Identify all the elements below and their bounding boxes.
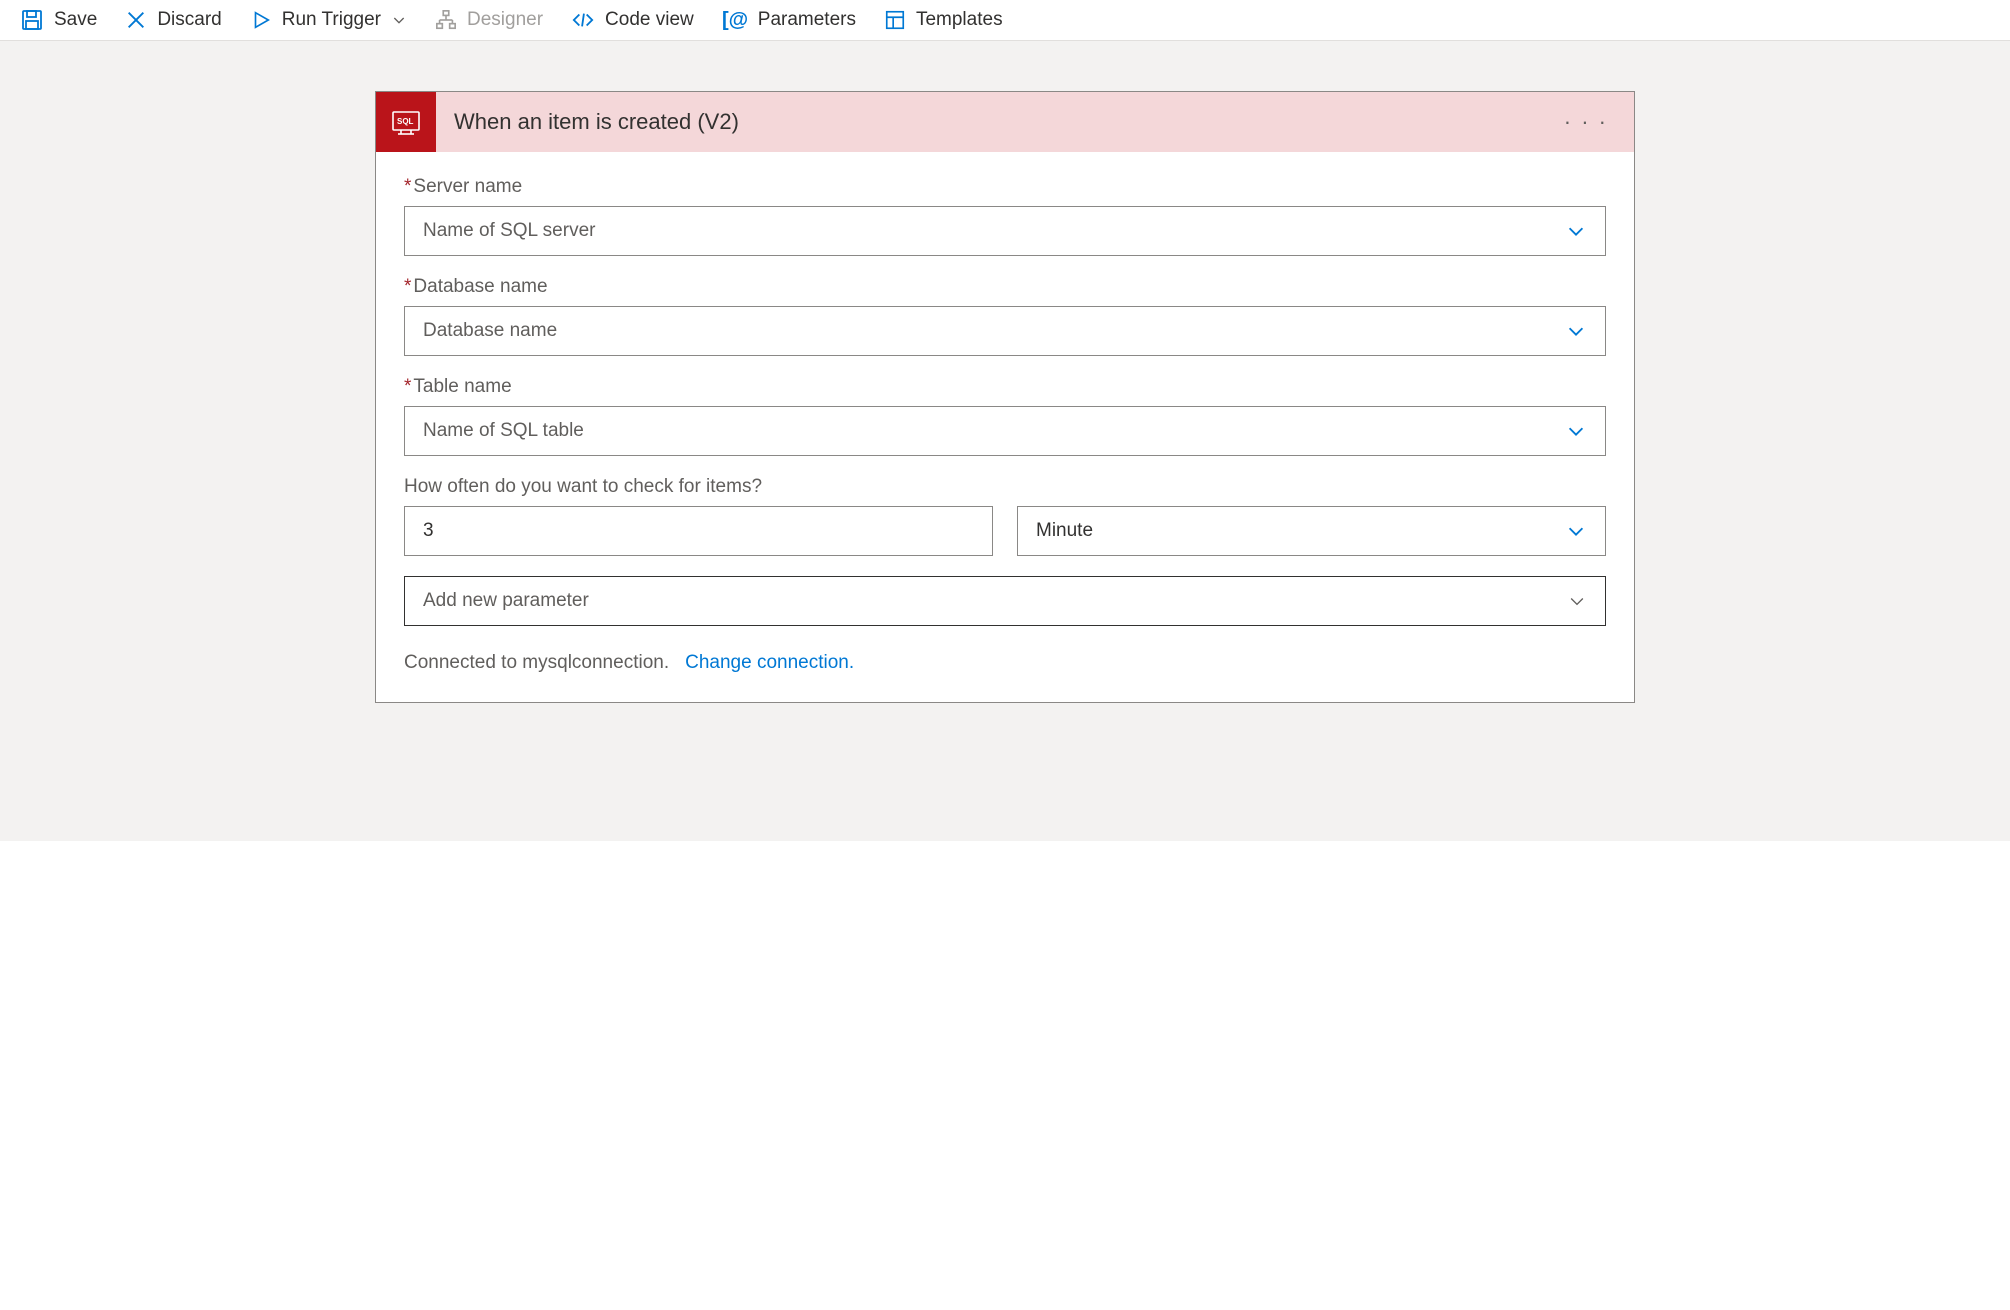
frequency-interval-input[interactable]: 3 bbox=[404, 506, 993, 556]
change-connection-link[interactable]: Change connection. bbox=[685, 652, 854, 674]
card-title: When an item is created (V2) bbox=[454, 109, 1558, 135]
frequency-unit-select[interactable]: Minute bbox=[1017, 506, 1606, 556]
chevron-down-icon bbox=[1565, 520, 1587, 542]
save-icon bbox=[20, 8, 44, 32]
server-name-placeholder: Name of SQL server bbox=[423, 220, 1565, 242]
save-label: Save bbox=[54, 9, 97, 31]
card-menu-button[interactable]: · · · bbox=[1558, 109, 1614, 135]
field-frequency: How often do you want to check for items… bbox=[404, 476, 1606, 556]
add-parameter-select[interactable]: Add new parameter bbox=[404, 576, 1606, 626]
code-view-button[interactable]: Code view bbox=[571, 9, 694, 31]
templates-button[interactable]: Templates bbox=[884, 9, 1003, 31]
discard-button[interactable]: Discard bbox=[125, 9, 221, 31]
field-database-name: *Database name Database name bbox=[404, 276, 1606, 356]
chevron-down-icon bbox=[1567, 591, 1587, 611]
svg-text:[@]: [@] bbox=[722, 9, 748, 31]
designer-label: Designer bbox=[467, 9, 543, 31]
database-name-placeholder: Database name bbox=[423, 320, 1565, 342]
designer-canvas: SQL When an item is created (V2) · · · *… bbox=[0, 41, 2010, 841]
card-header[interactable]: SQL When an item is created (V2) · · · bbox=[376, 92, 1634, 152]
run-trigger-button[interactable]: Run Trigger bbox=[250, 9, 407, 31]
connection-footer: Connected to mysqlconnection. Change con… bbox=[404, 652, 1606, 674]
chevron-down-icon bbox=[1565, 420, 1587, 442]
svg-text:SQL: SQL bbox=[397, 117, 414, 126]
code-view-label: Code view bbox=[605, 9, 694, 31]
run-trigger-label: Run Trigger bbox=[282, 9, 381, 31]
server-name-select[interactable]: Name of SQL server bbox=[404, 206, 1606, 256]
designer-icon bbox=[435, 9, 457, 31]
templates-icon bbox=[884, 9, 906, 31]
discard-label: Discard bbox=[157, 9, 221, 31]
chevron-down-icon bbox=[1565, 320, 1587, 342]
frequency-label: How often do you want to check for items… bbox=[404, 476, 1606, 498]
sql-connector-icon: SQL bbox=[376, 92, 436, 152]
card-body: *Server name Name of SQL server *Databas… bbox=[376, 152, 1634, 702]
connected-text: Connected to mysqlconnection. bbox=[404, 652, 669, 674]
trigger-card: SQL When an item is created (V2) · · · *… bbox=[375, 91, 1635, 703]
table-name-select[interactable]: Name of SQL table bbox=[404, 406, 1606, 456]
field-server-name: *Server name Name of SQL server bbox=[404, 176, 1606, 256]
frequency-unit-value: Minute bbox=[1036, 520, 1565, 542]
templates-label: Templates bbox=[916, 9, 1003, 31]
server-name-label: *Server name bbox=[404, 176, 1606, 198]
table-name-label: *Table name bbox=[404, 376, 1606, 398]
code-icon bbox=[571, 9, 595, 31]
chevron-down-icon bbox=[1565, 220, 1587, 242]
frequency-interval-value: 3 bbox=[423, 520, 974, 542]
parameters-button[interactable]: [@] Parameters bbox=[722, 9, 856, 31]
table-name-placeholder: Name of SQL table bbox=[423, 420, 1565, 442]
save-button[interactable]: Save bbox=[20, 8, 97, 32]
database-name-select[interactable]: Database name bbox=[404, 306, 1606, 356]
database-name-label: *Database name bbox=[404, 276, 1606, 298]
designer-button: Designer bbox=[435, 9, 543, 31]
chevron-down-icon bbox=[391, 12, 407, 28]
play-icon bbox=[250, 9, 272, 31]
close-icon bbox=[125, 9, 147, 31]
toolbar: Save Discard Run Trigger Designer Code v… bbox=[0, 0, 2010, 41]
parameters-label: Parameters bbox=[758, 9, 856, 31]
field-table-name: *Table name Name of SQL table bbox=[404, 376, 1606, 456]
parameters-icon: [@] bbox=[722, 9, 748, 31]
add-parameter-label: Add new parameter bbox=[423, 590, 1567, 612]
